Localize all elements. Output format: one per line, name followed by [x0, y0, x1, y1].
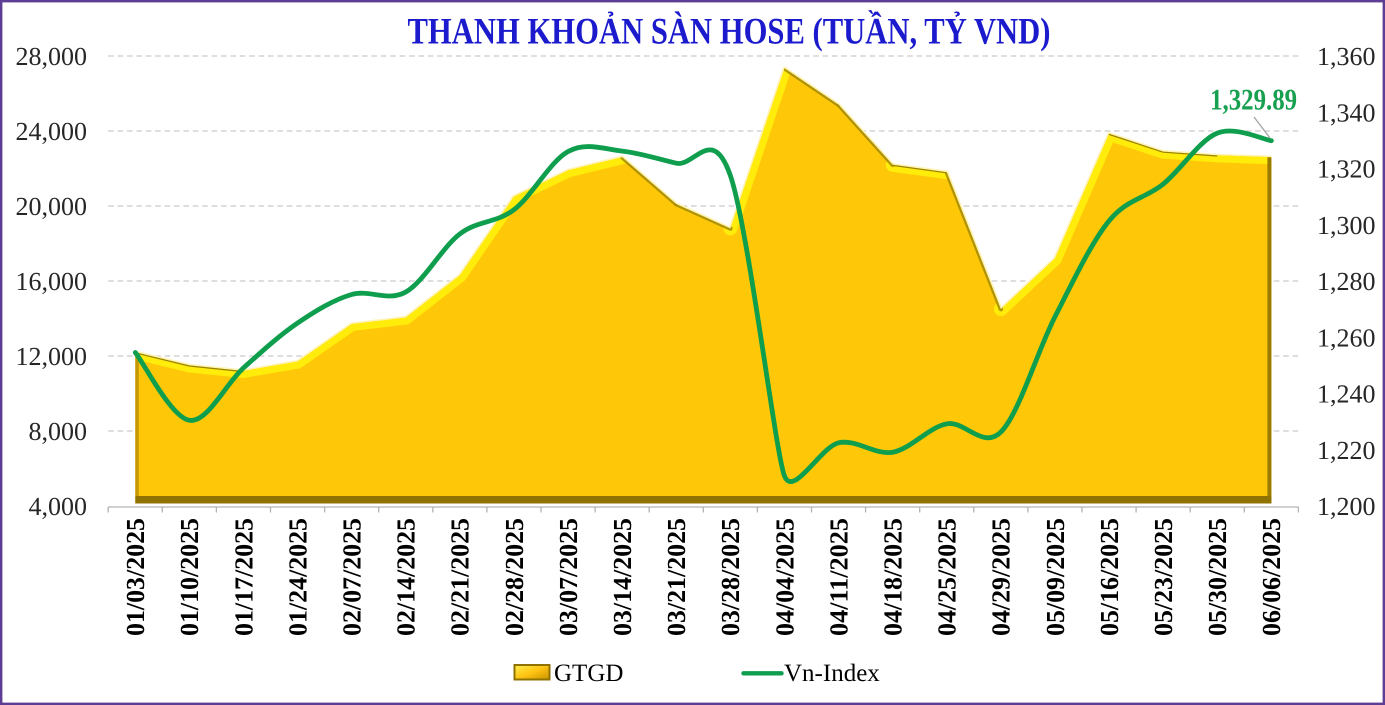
svg-text:03/28/2025: 03/28/2025 [716, 518, 745, 636]
svg-text:1,240: 1,240 [1317, 380, 1376, 409]
svg-text:06/06/2025: 06/06/2025 [1257, 518, 1286, 636]
svg-text:24,000: 24,000 [16, 117, 88, 146]
svg-text:04/29/2025: 04/29/2025 [987, 518, 1016, 636]
svg-text:1,220: 1,220 [1317, 436, 1376, 465]
svg-text:1,200: 1,200 [1317, 492, 1376, 521]
svg-text:03/07/2025: 03/07/2025 [554, 518, 583, 636]
svg-text:04/18/2025: 04/18/2025 [879, 518, 908, 636]
svg-text:Vn-Index: Vn-Index [784, 660, 880, 687]
svg-text:1,260: 1,260 [1317, 323, 1376, 352]
svg-text:12,000: 12,000 [16, 342, 88, 371]
svg-text:01/17/2025: 01/17/2025 [229, 518, 258, 636]
svg-text:THANH KHOẢN SÀN HOSE (TUẦN, TỶ: THANH KHOẢN SÀN HOSE (TUẦN, TỶ VND) [408, 10, 1051, 53]
svg-text:02/28/2025: 02/28/2025 [500, 518, 529, 636]
svg-text:1,329.89: 1,329.89 [1210, 84, 1297, 117]
svg-text:04/11/2025: 04/11/2025 [824, 518, 853, 636]
svg-text:1,360: 1,360 [1317, 42, 1376, 71]
svg-text:16,000: 16,000 [16, 267, 88, 296]
svg-text:04/04/2025: 04/04/2025 [770, 518, 799, 636]
svg-text:4,000: 4,000 [29, 492, 88, 521]
svg-text:03/14/2025: 03/14/2025 [608, 518, 637, 636]
svg-text:05/16/2025: 05/16/2025 [1095, 518, 1124, 636]
svg-text:20,000: 20,000 [16, 192, 88, 221]
svg-text:02/07/2025: 02/07/2025 [338, 518, 367, 636]
svg-text:1,300: 1,300 [1317, 211, 1376, 240]
svg-text:05/30/2025: 05/30/2025 [1203, 518, 1232, 636]
svg-text:1,340: 1,340 [1317, 98, 1376, 127]
svg-text:01/10/2025: 01/10/2025 [175, 518, 204, 636]
svg-text:01/24/2025: 01/24/2025 [283, 518, 312, 636]
svg-text:04/25/2025: 04/25/2025 [933, 518, 962, 636]
svg-text:1,320: 1,320 [1317, 155, 1376, 184]
svg-text:03/21/2025: 03/21/2025 [662, 518, 691, 636]
svg-text:01/03/2025: 01/03/2025 [121, 518, 150, 636]
svg-text:02/21/2025: 02/21/2025 [446, 518, 475, 636]
svg-text:8,000: 8,000 [29, 417, 88, 446]
svg-text:02/14/2025: 02/14/2025 [392, 518, 421, 636]
svg-text:05/09/2025: 05/09/2025 [1041, 518, 1070, 636]
svg-text:05/23/2025: 05/23/2025 [1149, 518, 1178, 636]
svg-text:GTGD: GTGD [554, 660, 623, 687]
svg-text:28,000: 28,000 [16, 42, 88, 71]
svg-text:1,280: 1,280 [1317, 267, 1376, 296]
